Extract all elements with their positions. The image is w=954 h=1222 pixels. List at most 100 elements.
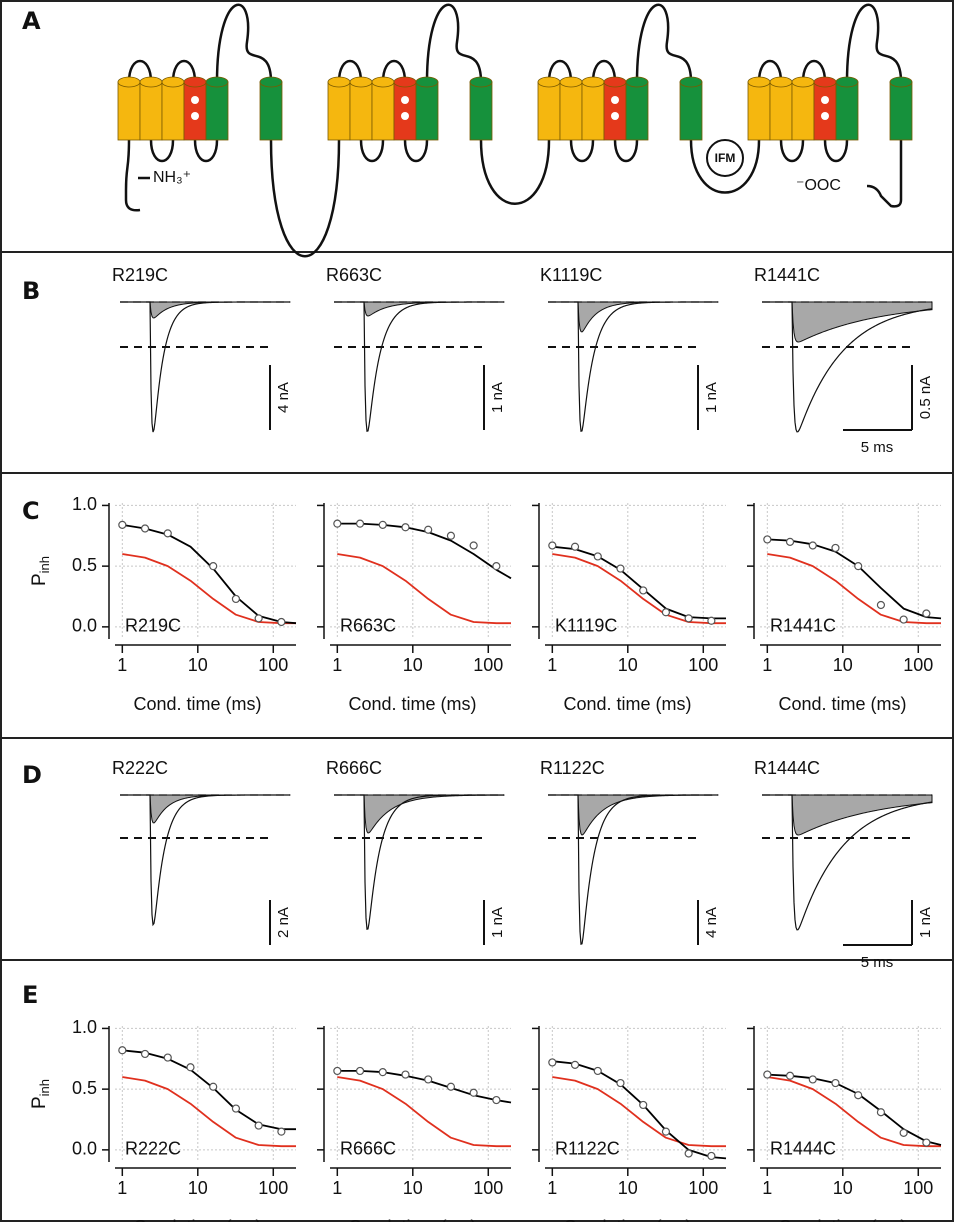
chart-title: K1119C bbox=[555, 616, 617, 636]
data-point bbox=[401, 1070, 410, 1079]
trace-name: K1119C bbox=[540, 265, 602, 285]
helix bbox=[259, 81, 283, 141]
data-point bbox=[922, 1138, 931, 1147]
data-point bbox=[922, 609, 931, 618]
data-point bbox=[254, 1121, 263, 1130]
helix-cap bbox=[603, 76, 627, 88]
trace-name: R1122C bbox=[540, 758, 605, 778]
helix-cap bbox=[139, 76, 163, 88]
x-tick-label: 10 bbox=[618, 1178, 638, 1198]
data-point bbox=[424, 525, 433, 534]
helix bbox=[469, 81, 493, 141]
y-axis-label-main: P bbox=[29, 573, 50, 586]
helix bbox=[603, 81, 627, 141]
y-tick-label: 0.5 bbox=[72, 555, 97, 575]
charge-dot bbox=[191, 112, 199, 120]
scale-bar-label: 1 nA bbox=[489, 382, 506, 413]
x-tick-label: 1 bbox=[117, 1178, 127, 1198]
data-point bbox=[661, 608, 671, 617]
chart-title: R1444C bbox=[770, 1139, 836, 1159]
data-point bbox=[876, 1108, 886, 1117]
data-point bbox=[570, 542, 580, 551]
x-tick-label: 100 bbox=[258, 1178, 288, 1198]
panel-label: C bbox=[22, 497, 40, 525]
data-point bbox=[593, 1066, 602, 1076]
helix-cap bbox=[327, 76, 351, 88]
data-point bbox=[492, 1095, 501, 1105]
helix-cap bbox=[349, 76, 373, 88]
chart-title: R219C bbox=[125, 616, 181, 636]
y-axis-label: Pinh bbox=[29, 1079, 52, 1109]
x-tick-label: 100 bbox=[473, 655, 503, 675]
y-tick-label: 0.0 bbox=[72, 616, 97, 636]
data-point bbox=[707, 1151, 716, 1161]
ifm-circle bbox=[706, 139, 744, 177]
x-tick-label: 10 bbox=[403, 1178, 423, 1198]
chart-title: R1122C bbox=[555, 1139, 620, 1159]
data-point bbox=[684, 614, 693, 623]
data-point bbox=[899, 615, 908, 624]
data-point bbox=[639, 586, 648, 595]
helix bbox=[835, 81, 859, 141]
x-tick-label: 10 bbox=[833, 655, 853, 675]
scale-bar-label: 1 nA bbox=[917, 907, 934, 938]
helix bbox=[679, 81, 703, 141]
x-axis-label: Cond. time (ms) bbox=[778, 1217, 906, 1222]
helix-cap bbox=[469, 76, 493, 88]
data-point bbox=[854, 1091, 863, 1100]
n-tail bbox=[124, 139, 150, 212]
x-tick-label: 100 bbox=[688, 655, 718, 675]
x-tick-label: 10 bbox=[618, 655, 638, 675]
helix-cap bbox=[537, 76, 561, 88]
trace-name: R1444C bbox=[754, 758, 820, 778]
helix-cap bbox=[205, 76, 229, 88]
data-point bbox=[355, 1066, 365, 1076]
data-point bbox=[231, 594, 241, 604]
panel-label: E bbox=[22, 981, 38, 1009]
helix bbox=[769, 81, 793, 141]
x-tick-label: 100 bbox=[903, 1178, 933, 1198]
helix bbox=[183, 81, 207, 141]
data-point bbox=[831, 1078, 840, 1088]
scale-bar-label: 2 nA bbox=[275, 907, 292, 938]
helix bbox=[889, 81, 913, 141]
x-axis-label: Cond. time (ms) bbox=[778, 694, 906, 714]
helix-cap bbox=[791, 76, 815, 88]
data-point bbox=[707, 616, 716, 625]
data-point bbox=[548, 541, 557, 550]
data-point bbox=[593, 552, 602, 561]
data-point bbox=[333, 519, 342, 528]
x-axis-label: Cond. time (ms) bbox=[133, 694, 261, 714]
helix-cap bbox=[415, 76, 439, 88]
data-point bbox=[401, 523, 410, 532]
model-curve bbox=[552, 1076, 726, 1148]
x-tick-label: 100 bbox=[473, 1178, 503, 1198]
data-point bbox=[277, 617, 286, 627]
x-tick-label: 1 bbox=[332, 655, 342, 675]
data-point bbox=[785, 1071, 795, 1080]
helix bbox=[117, 81, 141, 141]
helix-cap bbox=[679, 76, 703, 88]
data-point bbox=[854, 562, 863, 571]
data-point bbox=[209, 1082, 218, 1091]
charge-dot bbox=[191, 96, 199, 104]
y-tick-label: 0.0 bbox=[72, 1139, 97, 1159]
trace-name: R663C bbox=[326, 265, 382, 285]
helix-cap bbox=[813, 76, 837, 88]
helix bbox=[415, 81, 439, 141]
helix bbox=[349, 81, 373, 141]
charge-dot bbox=[611, 112, 619, 120]
data-point bbox=[469, 1088, 478, 1097]
y-tick-label: 1.0 bbox=[72, 1017, 97, 1037]
data-point bbox=[831, 543, 840, 553]
data-point bbox=[333, 1066, 342, 1076]
data-point bbox=[548, 1058, 557, 1067]
helix-cap bbox=[371, 76, 395, 88]
x-axis-label: Cond. time (ms) bbox=[563, 694, 691, 714]
x-tick-label: 1 bbox=[762, 1178, 772, 1198]
helix-cap bbox=[747, 76, 771, 88]
data-point bbox=[446, 1082, 456, 1091]
helix-cap bbox=[625, 76, 649, 88]
data-point bbox=[876, 600, 886, 610]
